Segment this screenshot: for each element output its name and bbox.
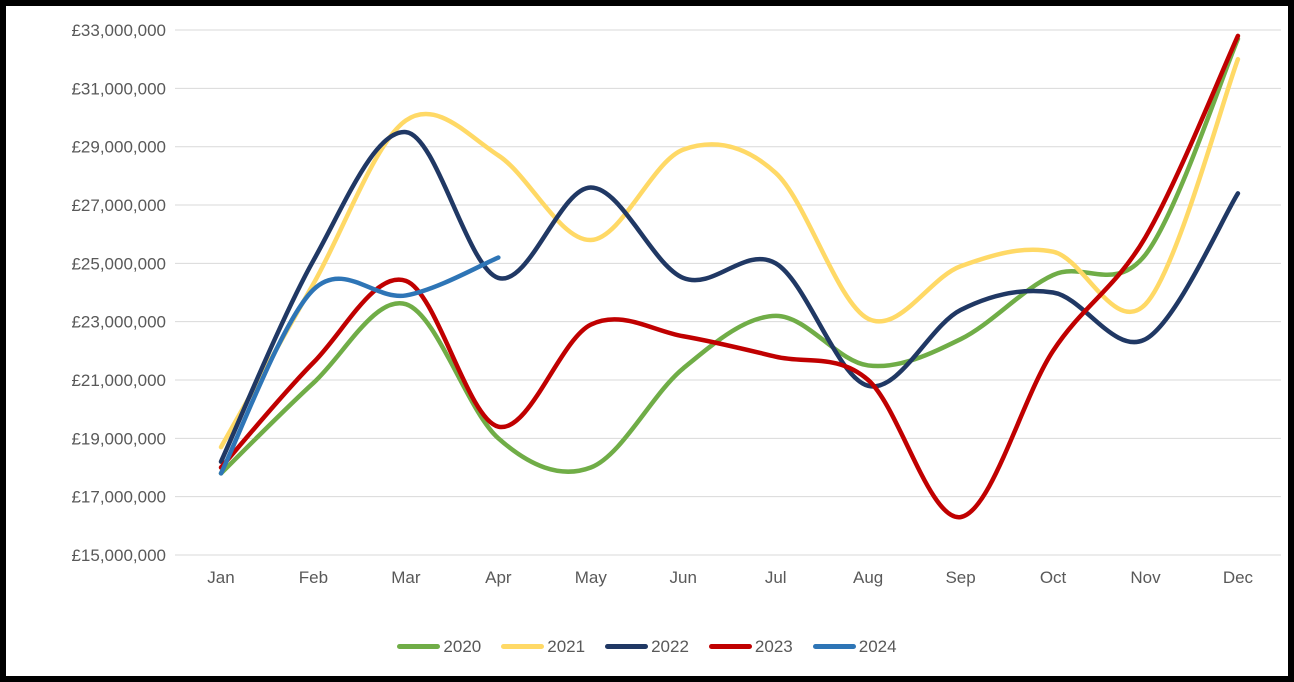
x-axis-label: Aug <box>853 568 883 587</box>
plot-area: £15,000,000 £17,000,000 £19,000,000 £21,000… <box>71 21 1281 587</box>
legend-item-2022: 2022 <box>605 638 689 655</box>
legend-item-2023: 2023 <box>708 637 793 656</box>
y-axis-tick-label: £23,000,000 <box>71 313 166 332</box>
y-axis-tick-label: £21,000,000 <box>71 371 166 390</box>
y-axis-tick-label: £31,000,000 <box>71 79 166 98</box>
x-axis-label: Apr <box>485 568 512 587</box>
series-line-2023 <box>218 33 1241 520</box>
x-axis-label: Sep <box>945 568 975 587</box>
legend-label-2022: 2022 <box>651 637 689 656</box>
series-line-2024 <box>218 255 501 476</box>
x-axis-label: Jul <box>765 568 787 587</box>
legend-swatch-2020 <box>397 644 441 649</box>
x-axis-label: Jan <box>207 568 234 587</box>
legend-item-2024: 2024 <box>812 637 897 656</box>
chart-background: £15,000,000 £17,000,000 £19,000,000 £21,000… <box>6 6 1288 676</box>
gridlines <box>175 29 1281 556</box>
legend-swatch-2023 <box>708 644 752 649</box>
legend-swatch-2022 <box>605 644 649 649</box>
series-line-2020 <box>218 36 1241 476</box>
series-line-2022 <box>218 129 1241 464</box>
legend-label-2021: 2021 <box>547 637 586 656</box>
y-axis-tick-label: £29,000,000 <box>71 138 166 157</box>
x-axis-label: Jun <box>670 568 697 587</box>
y-axis-tick-label: £33,000,000 <box>71 21 166 40</box>
y-axis-tick-label: £27,000,000 <box>71 196 166 215</box>
x-axis-label: Dec <box>1223 568 1254 587</box>
chart-legend: 2020 2021 2022 2023 2024 <box>6 638 1288 655</box>
legend-label-2020: 2020 <box>443 637 482 656</box>
y-axis-tick-label: £17,000,000 <box>71 488 166 507</box>
legend-label-2024: 2024 <box>858 637 897 656</box>
legend-item-2020: 2020 <box>397 638 481 655</box>
legend-item-2021: 2021 <box>501 638 585 655</box>
x-axis-label: May <box>575 568 608 587</box>
y-axis-tick-labels: £15,000,000 £17,000,000 £19,000,000 £21,000… <box>71 21 166 565</box>
y-axis-tick-label: £15,000,000 <box>71 546 166 565</box>
series-line-2021 <box>218 56 1241 450</box>
y-axis-tick-label: £19,000,000 <box>71 429 166 448</box>
legend-swatch-2024 <box>812 644 856 649</box>
legend-swatch-2021 <box>501 644 545 649</box>
x-axis-label: Feb <box>299 568 328 587</box>
y-axis-tick-label: £25,000,000 <box>71 254 166 273</box>
x-axis-label: Oct <box>1040 568 1067 587</box>
x-axis-label: Mar <box>391 568 421 587</box>
legend-label-2023: 2023 <box>754 637 793 656</box>
x-axis-label: Nov <box>1130 568 1161 587</box>
x-axis-labels: Jan Feb Mar Apr May Jun Jul Aug Sep Oct Nov Dec <box>207 568 1253 587</box>
